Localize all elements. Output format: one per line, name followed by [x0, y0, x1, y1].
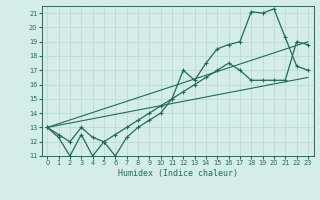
X-axis label: Humidex (Indice chaleur): Humidex (Indice chaleur) — [118, 169, 237, 178]
